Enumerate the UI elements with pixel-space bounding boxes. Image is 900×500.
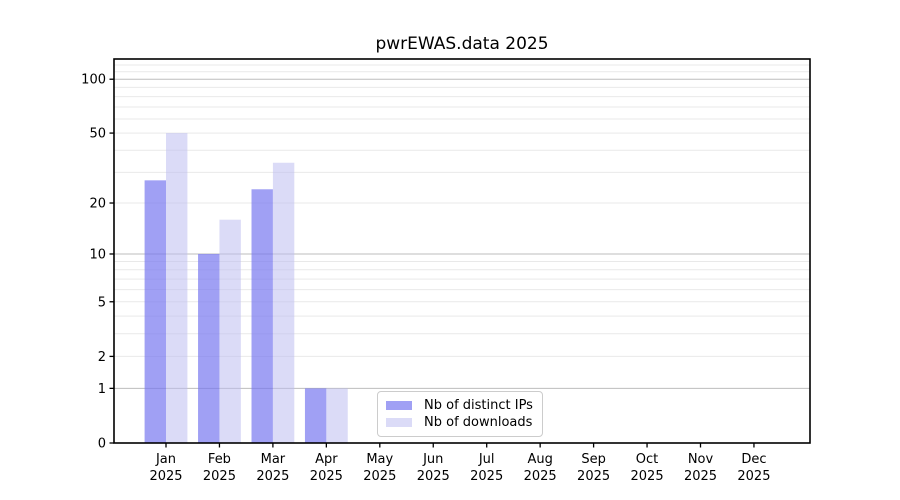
legend-item-distinct-ips: Nb of distinct IPs xyxy=(386,397,534,414)
x-tick-label: Jun 2025 xyxy=(417,452,450,484)
legend-swatch-distinct-ips-icon xyxy=(386,401,412,410)
bar-downloads-mar xyxy=(272,162,295,443)
chart-title: pwrEWAS.data 2025 xyxy=(375,34,549,54)
x-tick-label: Jan 2025 xyxy=(149,452,182,484)
y-tick-label: 50 xyxy=(89,127,106,142)
y-tick-label: 100 xyxy=(81,73,106,88)
x-tick-label: Feb 2025 xyxy=(203,452,236,484)
y-tick-label: 10 xyxy=(89,247,106,262)
y-tick-label: 5 xyxy=(98,295,106,310)
bar-distinct-ips-mar xyxy=(251,189,273,443)
x-tick-label: Sep 2025 xyxy=(577,452,610,484)
x-tick-label: Apr 2025 xyxy=(310,452,343,484)
plot-border xyxy=(113,58,811,444)
x-tick-label: Oct 2025 xyxy=(631,452,664,484)
bar-downloads-apr xyxy=(326,388,348,443)
bar-distinct-ips-feb xyxy=(198,253,220,443)
x-tick-label: Dec 2025 xyxy=(737,452,770,484)
x-tick-label: Nov 2025 xyxy=(684,452,717,484)
bar-downloads-jan xyxy=(166,133,188,443)
y-tick-label: 2 xyxy=(98,350,106,365)
legend: Nb of distinct IPs Nb of downloads xyxy=(377,391,543,437)
legend-label-distinct-ips: Nb of distinct IPs xyxy=(424,398,533,413)
bar-downloads-feb xyxy=(219,219,241,443)
x-tick-label: Jul 2025 xyxy=(470,452,503,484)
bar-distinct-ips-apr xyxy=(304,388,327,443)
legend-item-downloads: Nb of downloads xyxy=(386,414,534,431)
legend-swatch-downloads-icon xyxy=(386,418,412,427)
y-tick-label: 0 xyxy=(98,437,106,452)
legend-label-downloads: Nb of downloads xyxy=(424,415,533,430)
x-tick-label: May 2025 xyxy=(363,452,396,484)
y-tick-label: 20 xyxy=(89,197,106,212)
x-tick-label: Mar 2025 xyxy=(256,452,289,484)
x-tick-label: Aug 2025 xyxy=(524,452,557,484)
bar-distinct-ips-jan xyxy=(144,180,166,443)
y-tick-label: 1 xyxy=(98,382,106,397)
